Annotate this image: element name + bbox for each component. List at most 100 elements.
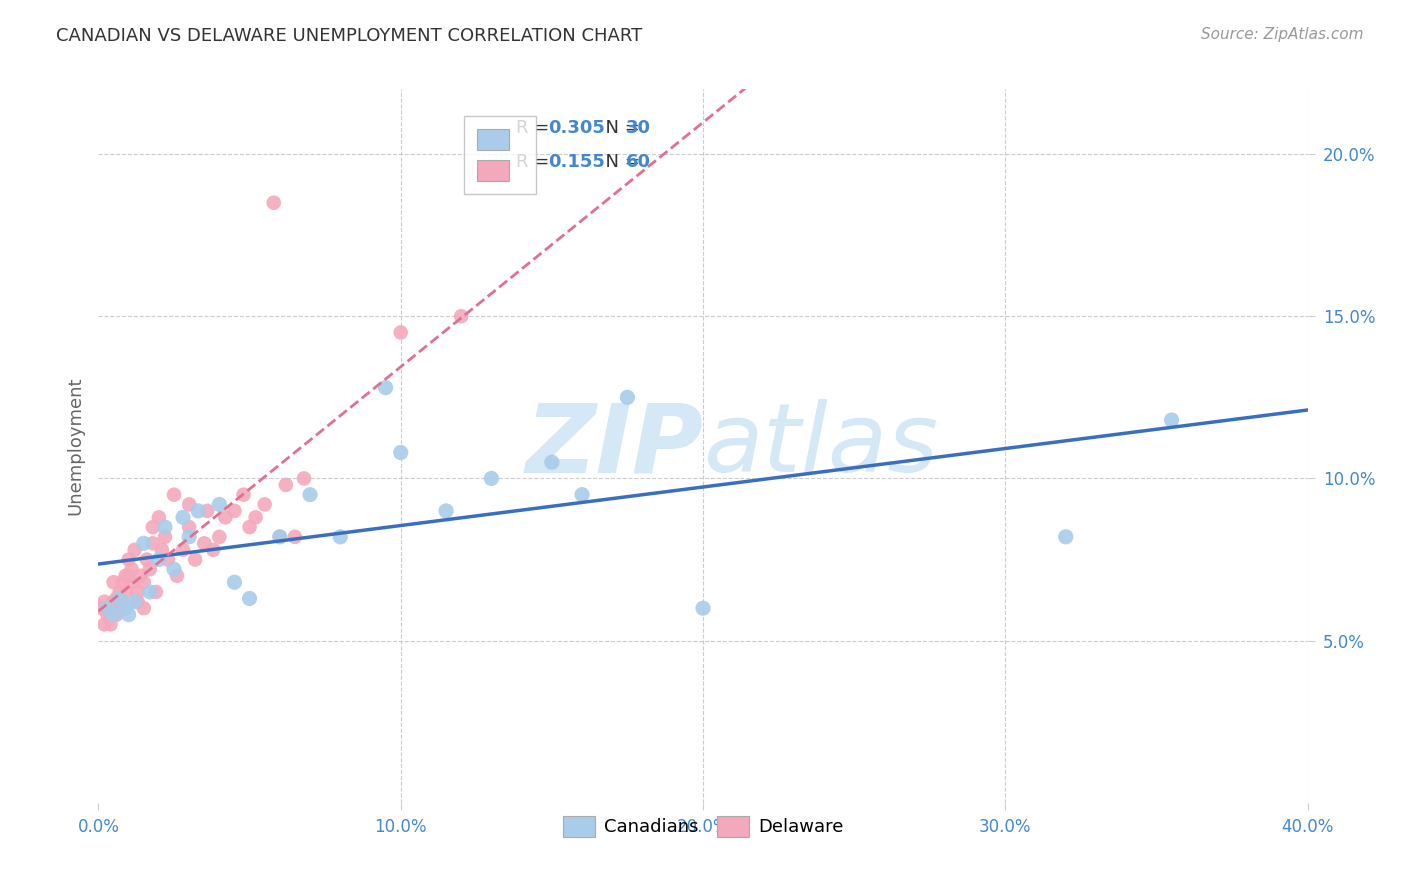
- Point: [616, 390, 638, 404]
- Point: [135, 552, 157, 566]
- Point: [214, 510, 236, 524]
- Point: [153, 520, 176, 534]
- Point: [269, 530, 291, 544]
- Point: [389, 326, 412, 340]
- Point: [148, 552, 170, 566]
- Point: [179, 520, 201, 534]
- Point: [118, 552, 141, 566]
- Point: [389, 445, 412, 459]
- Text: 60: 60: [626, 153, 651, 171]
- Point: [224, 504, 246, 518]
- Text: Source: ZipAtlas.com: Source: ZipAtlas.com: [1201, 27, 1364, 42]
- Text: R =: R =: [516, 119, 554, 136]
- Point: [103, 595, 125, 609]
- Point: [172, 510, 194, 524]
- Point: [150, 542, 173, 557]
- Point: [239, 520, 262, 534]
- Point: [118, 568, 141, 582]
- Point: [193, 536, 215, 550]
- Point: [329, 530, 352, 544]
- Point: [111, 595, 134, 609]
- Point: [224, 575, 246, 590]
- Point: [156, 552, 179, 566]
- Point: [96, 607, 118, 622]
- Text: CANADIAN VS DELAWARE UNEMPLOYMENT CORRELATION CHART: CANADIAN VS DELAWARE UNEMPLOYMENT CORREL…: [56, 27, 643, 45]
- Point: [93, 595, 115, 609]
- Text: ZIP: ZIP: [524, 400, 703, 492]
- Point: [202, 542, 225, 557]
- Point: [132, 601, 155, 615]
- Text: 0.305: 0.305: [548, 119, 605, 136]
- Point: [118, 607, 141, 622]
- Point: [232, 488, 254, 502]
- Text: N =: N =: [595, 119, 645, 136]
- Point: [124, 595, 146, 609]
- Point: [292, 471, 315, 485]
- Point: [121, 562, 143, 576]
- Text: atlas: atlas: [703, 400, 938, 492]
- Point: [90, 601, 112, 615]
- Point: [1054, 530, 1077, 544]
- Point: [239, 591, 262, 606]
- Point: [208, 497, 231, 511]
- Point: [299, 488, 322, 502]
- Point: [153, 530, 176, 544]
- Point: [132, 536, 155, 550]
- Point: [253, 497, 276, 511]
- Point: [114, 568, 136, 582]
- Point: [100, 617, 122, 632]
- Point: [179, 497, 201, 511]
- Point: [179, 530, 201, 544]
- Text: 30: 30: [626, 119, 651, 136]
- Point: [692, 601, 714, 615]
- Point: [450, 310, 472, 324]
- Legend: Canadians, Delaware: Canadians, Delaware: [555, 808, 851, 844]
- Point: [1160, 413, 1182, 427]
- Point: [208, 530, 231, 544]
- Point: [142, 520, 165, 534]
- Point: [103, 575, 125, 590]
- Point: [108, 585, 131, 599]
- Point: [184, 552, 207, 566]
- Point: [163, 488, 186, 502]
- Point: [571, 488, 593, 502]
- Point: [434, 504, 457, 518]
- Point: [114, 601, 136, 615]
- Point: [374, 381, 396, 395]
- Text: N =: N =: [595, 153, 645, 171]
- Point: [263, 195, 285, 210]
- Point: [139, 562, 162, 576]
- Point: [103, 607, 125, 622]
- Y-axis label: Unemployment: Unemployment: [66, 376, 84, 516]
- Point: [105, 591, 128, 606]
- Point: [127, 595, 149, 609]
- Point: [96, 601, 118, 615]
- Point: [103, 601, 125, 615]
- Point: [111, 575, 134, 590]
- Point: [172, 542, 194, 557]
- Point: [145, 585, 167, 599]
- Point: [132, 575, 155, 590]
- Text: 0.155: 0.155: [548, 153, 605, 171]
- Point: [540, 455, 562, 469]
- Point: [187, 504, 209, 518]
- Point: [93, 617, 115, 632]
- Text: R =: R =: [516, 153, 554, 171]
- Point: [100, 607, 122, 622]
- Point: [96, 601, 118, 615]
- Point: [148, 510, 170, 524]
- Point: [195, 504, 218, 518]
- Point: [127, 585, 149, 599]
- Point: [129, 568, 152, 582]
- Point: [139, 585, 162, 599]
- Point: [245, 510, 267, 524]
- Point: [163, 562, 186, 576]
- Point: [274, 478, 297, 492]
- Point: [284, 530, 307, 544]
- Point: [124, 542, 146, 557]
- Point: [105, 607, 128, 622]
- Point: [481, 471, 503, 485]
- Point: [269, 530, 291, 544]
- Point: [121, 575, 143, 590]
- Point: [166, 568, 188, 582]
